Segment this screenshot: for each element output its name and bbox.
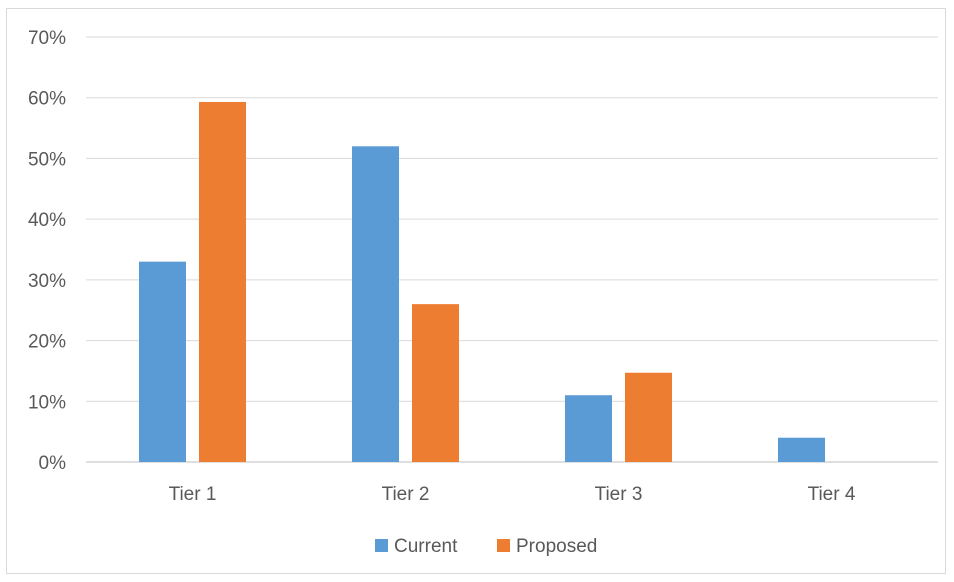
y-tick-label: 20% (28, 332, 66, 353)
bar-current-tier-3 (565, 395, 612, 462)
legend-swatch-current (375, 539, 388, 552)
y-tick-label: 0% (39, 453, 67, 474)
legend: Current Proposed (375, 536, 597, 557)
bar-current-tier-2 (352, 146, 399, 463)
bar-proposed-tier-3 (625, 372, 672, 462)
bar-current-tier-4 (778, 437, 825, 462)
y-axis: 0% 10% 20% 30% 40% 50% 60% 70% (28, 28, 66, 474)
y-tick-label: 40% (28, 210, 66, 231)
y-tick-label: 10% (28, 392, 66, 413)
y-tick-label: 50% (28, 149, 66, 170)
x-axis: Tier 1 Tier 2 Tier 3 Tier 4 (169, 484, 856, 505)
x-tick-label: Tier 2 (382, 484, 430, 505)
y-tick-label: 30% (28, 271, 66, 292)
bar-proposed-tier-1 (199, 101, 246, 462)
x-tick-label: Tier 4 (808, 484, 856, 505)
bar-current-tier-1 (139, 261, 186, 462)
legend-label-proposed: Proposed (516, 536, 597, 557)
x-tick-label: Tier 3 (595, 484, 643, 505)
bar-proposed-tier-2 (412, 304, 459, 462)
bars (139, 101, 825, 463)
y-tick-label: 70% (28, 28, 66, 49)
legend-swatch-proposed (497, 539, 510, 552)
legend-label-current: Current (394, 536, 458, 557)
x-tick-label: Tier 1 (169, 484, 217, 505)
y-tick-label: 60% (28, 89, 66, 110)
